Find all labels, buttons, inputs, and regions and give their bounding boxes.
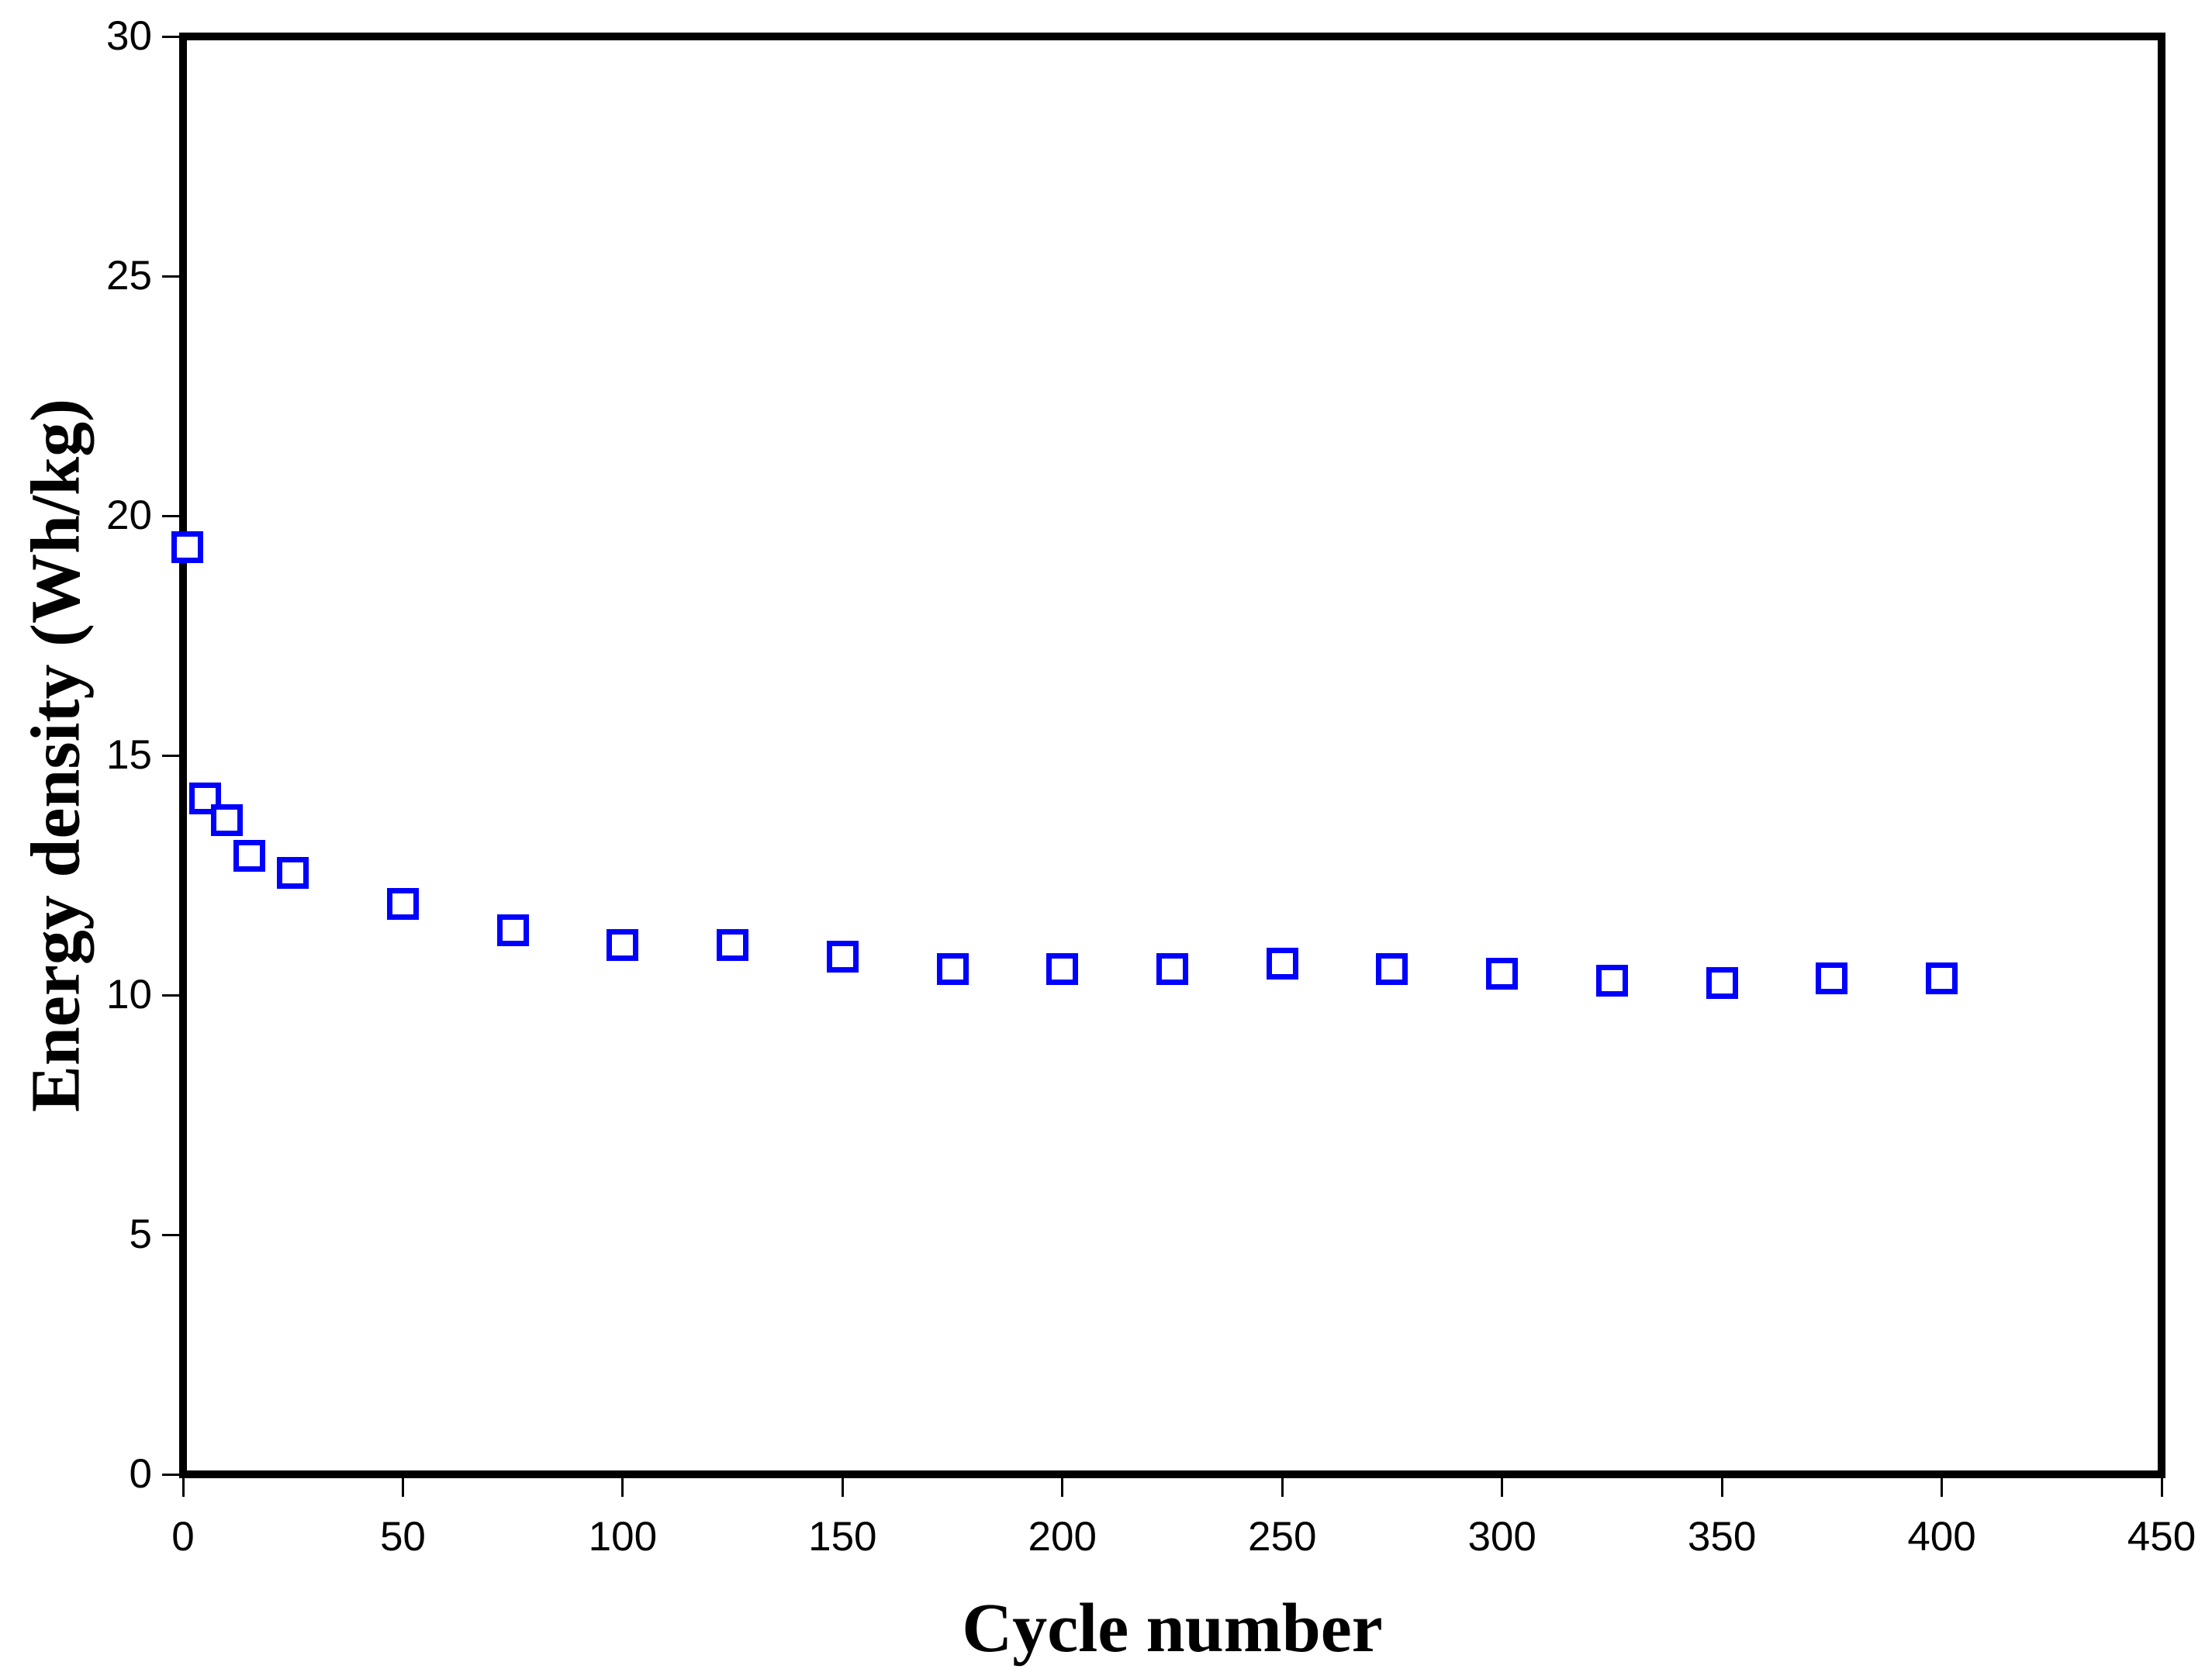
x-axis-tick [181,1478,185,1497]
data-point-marker [1816,962,1848,994]
x-axis-title: Cycle number [962,1590,1383,1667]
data-point-marker [1046,952,1079,985]
x-axis-tick [401,1478,404,1497]
x-axis-tick-label: 400 [1907,1514,1976,1560]
data-point-marker [171,530,204,563]
data-point-marker [1156,952,1188,985]
y-axis-tick [162,1233,179,1236]
data-point-marker [826,941,859,973]
x-axis-tick-label: 150 [808,1514,877,1560]
y-axis-tick-label: 25 [106,253,152,299]
x-axis-tick-label: 350 [1687,1514,1757,1560]
x-axis-tick [1941,1478,1944,1497]
x-axis-tick-label: 450 [2127,1514,2196,1560]
data-point-marker [717,928,749,961]
y-axis-tick-label: 20 [106,492,152,538]
y-axis-tick-label: 10 [106,972,152,1018]
x-axis-tick-label: 0 [171,1514,195,1560]
data-point-marker [277,856,309,889]
y-axis-tick-label: 5 [129,1211,152,1257]
data-point-marker [1706,967,1738,1000]
x-axis-tick-label: 250 [1248,1514,1317,1560]
y-axis-tick [162,35,179,38]
data-point-marker [1376,952,1408,985]
x-axis-tick [2160,1478,2163,1497]
x-axis-tick [1281,1478,1284,1497]
y-axis-tick [162,514,179,517]
y-axis-tick-label: 15 [106,732,152,778]
y-axis-tick-label: 0 [129,1451,152,1497]
x-axis-tick [1501,1478,1504,1497]
data-point-marker [1926,962,1958,994]
x-axis-tick-label: 300 [1467,1514,1536,1560]
x-axis-tick-label: 200 [1028,1514,1097,1560]
x-axis-tick [621,1478,624,1497]
data-point-marker [1266,948,1298,980]
data-point-marker [211,803,244,836]
x-axis-tick [1061,1478,1064,1497]
x-axis-tick-label: 100 [588,1514,658,1560]
data-point-marker [1486,957,1519,990]
x-axis-tick [841,1478,844,1497]
data-point-marker [936,952,969,985]
y-axis-tick [162,1473,179,1476]
y-axis-tick-label: 30 [106,13,152,59]
plot-frame [179,33,2165,1478]
y-axis-title: Energy density (Wh/kg) [17,398,95,1113]
data-point-marker [233,840,265,873]
data-point-marker [607,928,639,961]
y-axis-tick [162,275,179,278]
data-point-marker [496,914,529,947]
y-axis-tick [162,993,179,997]
data-point-marker [1595,964,1628,997]
data-point-marker [386,888,419,921]
x-axis-tick [1720,1478,1723,1497]
x-axis-tick-label: 50 [379,1514,426,1560]
y-axis-tick [162,754,179,757]
